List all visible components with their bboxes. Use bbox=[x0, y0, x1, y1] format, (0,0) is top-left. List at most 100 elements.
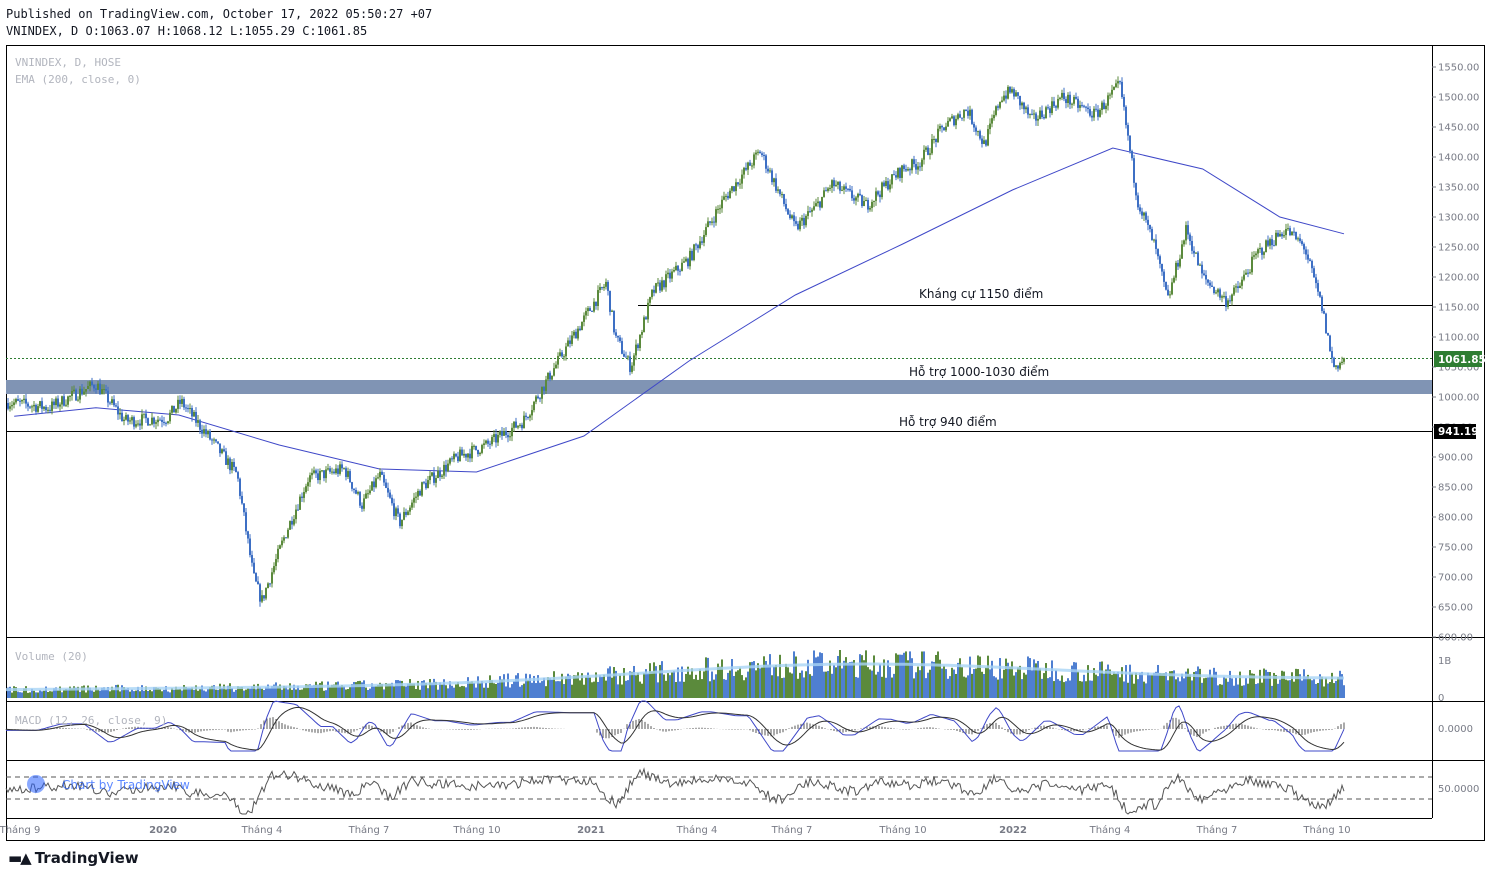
candle-body bbox=[1295, 231, 1297, 240]
volume-bar bbox=[753, 661, 755, 698]
volume-bar bbox=[323, 690, 325, 698]
volume-bar bbox=[1321, 676, 1323, 698]
candle-body bbox=[1059, 97, 1061, 99]
candle-body bbox=[481, 445, 483, 453]
tradingview-watermark[interactable]: Chart by TradingView bbox=[27, 775, 190, 793]
volume-bar bbox=[193, 689, 195, 698]
volume-bar bbox=[965, 677, 967, 698]
volume-bar bbox=[1021, 679, 1023, 698]
volume-bar bbox=[445, 685, 447, 698]
candle-body bbox=[1011, 89, 1013, 93]
candle-body bbox=[1233, 287, 1235, 295]
candle-body bbox=[567, 340, 569, 347]
candle-body bbox=[155, 422, 157, 424]
candle-body bbox=[849, 188, 851, 191]
volume-bar bbox=[1319, 674, 1321, 698]
candle-body bbox=[625, 356, 627, 358]
volume-bar bbox=[585, 676, 587, 698]
volume-bar bbox=[879, 664, 881, 698]
candle-body bbox=[1025, 107, 1027, 110]
candle-body bbox=[963, 109, 965, 118]
candle-body bbox=[137, 423, 139, 425]
volume-bar bbox=[795, 656, 797, 698]
candle-body bbox=[549, 372, 551, 380]
volume-bar bbox=[865, 650, 867, 698]
volume-bar bbox=[1231, 678, 1233, 698]
candle-body bbox=[793, 215, 795, 222]
candle-body bbox=[465, 453, 467, 458]
candle-body bbox=[291, 521, 293, 525]
candle-body bbox=[943, 127, 945, 131]
candle-body bbox=[965, 109, 967, 111]
candle-body bbox=[693, 244, 695, 261]
time-axis-ticks: Tháng 9 2020 Tháng 4 Tháng 7 Tháng 10 2021 Thá… bbox=[0, 824, 1351, 836]
candle-body bbox=[751, 165, 753, 167]
candle-body bbox=[633, 355, 635, 366]
candle-body bbox=[177, 399, 179, 409]
candle-body bbox=[115, 405, 117, 407]
volume-bar bbox=[7, 687, 9, 698]
candle-body bbox=[79, 388, 81, 400]
candle-body bbox=[195, 411, 197, 423]
volume-bar bbox=[419, 689, 421, 698]
candle-body bbox=[7, 403, 9, 409]
candle-body bbox=[861, 195, 863, 207]
candle-body bbox=[917, 166, 919, 170]
volume-bar bbox=[521, 685, 523, 698]
candle-body bbox=[85, 389, 87, 392]
volume-bar bbox=[413, 683, 415, 698]
candle-body bbox=[1031, 113, 1033, 115]
candle-body bbox=[1139, 207, 1141, 212]
candle-body bbox=[551, 375, 553, 380]
candle-body bbox=[629, 356, 631, 372]
volume-bar bbox=[751, 661, 753, 698]
volume-bar bbox=[1251, 673, 1253, 698]
volume-bar bbox=[1243, 685, 1245, 698]
candle-body bbox=[125, 415, 127, 420]
volume-bar bbox=[805, 671, 807, 698]
volume-bar bbox=[1227, 681, 1229, 698]
tradingview-footer-logo[interactable]: ▬▲ TradingView bbox=[8, 849, 139, 867]
candle-body bbox=[1057, 98, 1059, 108]
volume-bar bbox=[803, 677, 805, 698]
volume-bar bbox=[1107, 664, 1109, 698]
candle-body bbox=[391, 497, 393, 504]
volume-bar bbox=[517, 673, 519, 698]
candle-body bbox=[543, 386, 545, 391]
volume-bar bbox=[983, 674, 985, 698]
candle-body bbox=[809, 211, 811, 213]
candle-body bbox=[1343, 358, 1345, 362]
volume-bar bbox=[119, 691, 121, 698]
candle-body bbox=[1225, 296, 1227, 307]
candle-body bbox=[359, 492, 361, 506]
volume-bar bbox=[933, 661, 935, 698]
volume-bar bbox=[885, 677, 887, 698]
candle-body bbox=[1335, 365, 1337, 367]
candle-body bbox=[881, 182, 883, 198]
candle-body bbox=[1213, 286, 1215, 293]
tradingview-logo-icon: ▬▲ bbox=[8, 849, 32, 867]
volume-bar bbox=[327, 681, 329, 698]
volume-bar bbox=[627, 680, 629, 698]
volume-bar bbox=[801, 670, 803, 698]
candle-body bbox=[863, 200, 865, 207]
candle-body bbox=[1109, 94, 1111, 96]
volume-bar bbox=[435, 681, 437, 698]
candle-body bbox=[561, 352, 563, 357]
candle-body bbox=[495, 434, 497, 443]
volume-bar bbox=[715, 674, 717, 698]
candle-body bbox=[93, 384, 95, 389]
candle-body bbox=[1113, 86, 1115, 90]
volume-bar bbox=[945, 669, 947, 698]
candle-body bbox=[1149, 224, 1151, 230]
support-zone-band bbox=[6, 380, 1432, 394]
volume-bar bbox=[1019, 665, 1021, 698]
candle-body bbox=[731, 186, 733, 191]
volume-bar bbox=[211, 685, 213, 698]
volume-bar bbox=[299, 689, 301, 698]
volume-bar bbox=[759, 668, 761, 698]
volume-bar bbox=[399, 680, 401, 698]
volume-bar bbox=[1155, 671, 1157, 698]
candle-body bbox=[87, 386, 89, 390]
